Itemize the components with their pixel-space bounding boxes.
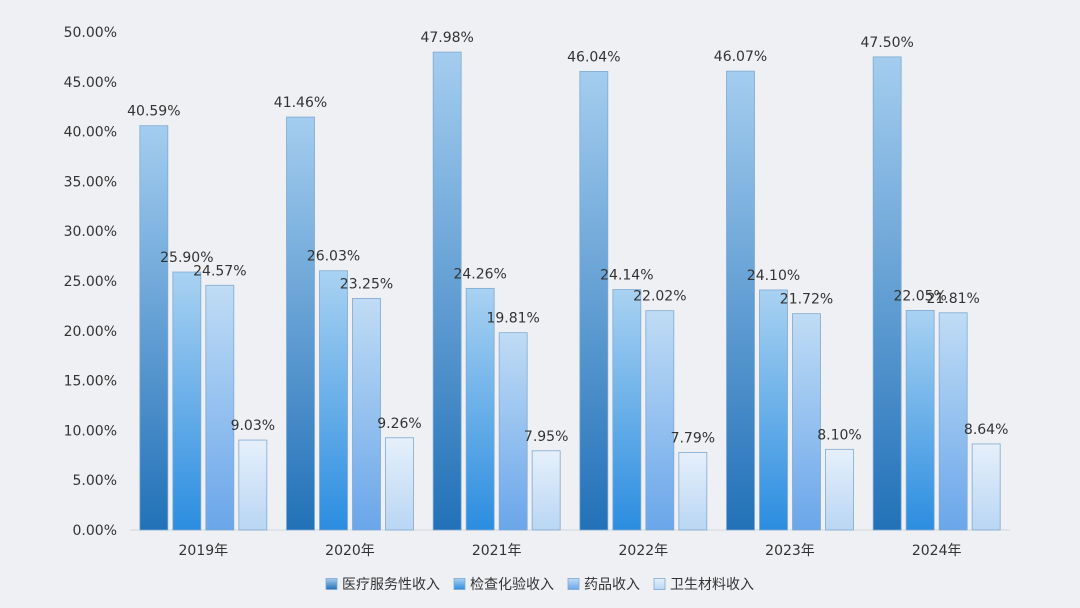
data-label: 40.59%: [127, 104, 180, 120]
bar: [352, 298, 381, 531]
bar: [905, 309, 935, 531]
data-label: 41.46%: [274, 95, 327, 111]
y-tick-label: 50.00%: [64, 25, 117, 41]
data-label: 46.07%: [714, 49, 767, 65]
y-tick-label: 5.00%: [73, 473, 117, 489]
legend-swatch: [453, 578, 466, 590]
bar: [385, 437, 414, 531]
axis-layer: 0.00% 5.00% 10.00% 15.00% 20.00% 25.00% 30.00%…: [64, 25, 1010, 559]
y-tick-label: 30.00%: [64, 224, 117, 240]
bar: [579, 71, 609, 531]
y-tick-label: 35.00%: [64, 174, 117, 190]
bar: [759, 289, 788, 531]
bar: [139, 125, 169, 531]
data-label: 23.25%: [340, 276, 393, 292]
data-label: 47.98%: [420, 30, 473, 46]
bar: [498, 332, 528, 531]
bar: [872, 56, 902, 531]
data-labels-layer: 40.59% 25.90%24.57% 9.03% 41.46% 26.03% 23.25…: [127, 30, 1008, 446]
x-tick-label: 2021年: [472, 543, 522, 559]
legend-swatch: [325, 578, 338, 590]
legend-label: 检查化验收入: [470, 577, 554, 593]
y-tick-label: 15.00%: [64, 374, 117, 390]
legend: 医疗服务性收入 检查化验收入 药品收入 卫生材料收入: [325, 577, 754, 593]
data-label: 21.72%: [780, 292, 833, 308]
bar: [678, 452, 708, 531]
data-label: 21.81%: [926, 291, 979, 307]
legend-label: 卫生材料收入: [670, 577, 754, 593]
legend-swatch: [567, 578, 580, 590]
data-label: 24.14%: [600, 268, 653, 284]
y-tick-label: 10.00%: [64, 423, 117, 439]
x-tick-label: 2019年: [179, 543, 229, 559]
data-label: 22.05%: [893, 288, 946, 304]
y-tick-label: 20.00%: [64, 324, 117, 340]
data-label: 7.79%: [671, 430, 715, 446]
legend-swatch: [653, 578, 666, 590]
bar: [465, 287, 495, 531]
data-label: 7.95%: [524, 429, 568, 445]
bar: [825, 448, 854, 531]
bar: [645, 310, 675, 531]
bar: [612, 289, 642, 531]
x-tick-label: 2023年: [765, 543, 815, 559]
y-tick-label: 0.00%: [73, 523, 117, 539]
data-label: 47.50%: [860, 35, 913, 51]
data-label: 24.57%: [193, 263, 246, 279]
bar: [432, 51, 462, 531]
x-tick-label: 2024年: [912, 543, 962, 559]
bar: [286, 116, 315, 531]
data-label: 25.90%: [160, 250, 213, 266]
bar: [531, 450, 561, 531]
y-tick-label: 45.00%: [64, 75, 117, 91]
bar: [938, 312, 968, 531]
data-label: 8.10%: [817, 427, 861, 443]
data-label: 26.03%: [307, 249, 360, 265]
y-tick-label: 40.00%: [64, 125, 117, 141]
bar: [971, 443, 1001, 531]
data-label: 24.10%: [747, 268, 800, 284]
data-label: 19.81%: [486, 311, 539, 327]
data-label: 8.64%: [964, 422, 1008, 438]
data-label: 46.04%: [567, 49, 620, 65]
bar: [172, 271, 202, 531]
bar: [319, 270, 348, 531]
bars-layer: [139, 51, 1001, 531]
x-tick-label: 2022年: [619, 543, 669, 559]
data-label: 9.26%: [377, 416, 421, 432]
data-label: 24.26%: [453, 266, 506, 282]
y-tick-label: 25.00%: [64, 274, 117, 290]
bar: [726, 70, 755, 531]
x-tick-label: 2020年: [325, 543, 375, 559]
bar: [792, 313, 821, 531]
legend-label: 医疗服务性收入: [342, 577, 440, 593]
data-label: 9.03%: [231, 418, 275, 434]
data-label: 22.02%: [633, 289, 686, 305]
bar: [205, 284, 235, 531]
legend-label: 药品收入: [584, 577, 640, 593]
bar: [238, 439, 268, 531]
